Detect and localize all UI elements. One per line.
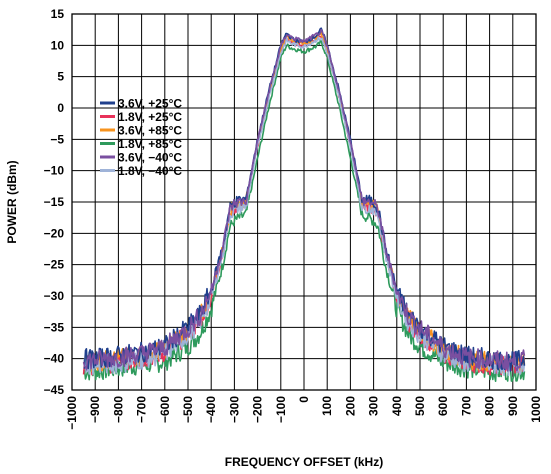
y-tick-label: −40 bbox=[44, 352, 65, 366]
legend: 3.6V, +25°C1.8V, +25°C3.6V, +85°C1.8V, +… bbox=[100, 97, 182, 179]
x-tick-label: −700 bbox=[135, 396, 149, 423]
x-tick-label: −100 bbox=[274, 396, 288, 423]
y-axis-title: POWER (dBm) bbox=[5, 160, 19, 243]
x-tick-label: −400 bbox=[204, 396, 218, 423]
x-tick-label: −800 bbox=[111, 396, 125, 423]
y-tick-label: −10 bbox=[44, 164, 65, 178]
y-tick-label: −25 bbox=[44, 258, 65, 272]
y-tick-label: 15 bbox=[51, 7, 65, 21]
x-tick-label: 1000 bbox=[529, 396, 543, 423]
legend-label: 3.6V, −40°C bbox=[118, 151, 182, 165]
y-tick-label: −35 bbox=[44, 320, 65, 334]
y-tick-label: 5 bbox=[57, 70, 64, 84]
x-tick-label: 200 bbox=[343, 396, 357, 416]
x-tick-label: 400 bbox=[390, 396, 404, 416]
y-tick-label: −45 bbox=[44, 383, 65, 397]
legend-label: 1.8V, −40°C bbox=[118, 164, 182, 178]
x-tick-label: 700 bbox=[459, 396, 473, 416]
legend-label: 3.6V, +25°C bbox=[118, 97, 182, 111]
x-tick-label: −200 bbox=[251, 396, 265, 423]
x-tick-label: −1000 bbox=[65, 396, 79, 430]
legend-label: 1.8V, +25°C bbox=[118, 110, 182, 124]
x-tick-label: 600 bbox=[436, 396, 450, 416]
legend-label: 3.6V, +85°C bbox=[118, 124, 182, 138]
y-tick-label: 0 bbox=[57, 101, 64, 115]
grid-layer bbox=[72, 14, 536, 390]
y-tick-label: 10 bbox=[51, 38, 65, 52]
x-tick-label: 900 bbox=[506, 396, 520, 416]
x-tick-label: 300 bbox=[367, 396, 381, 416]
y-tick-label: −15 bbox=[44, 195, 65, 209]
y-tick-label: −5 bbox=[50, 132, 64, 146]
x-tick-label: 500 bbox=[413, 396, 427, 416]
x-tick-label: 800 bbox=[483, 396, 497, 416]
y-tick-labels: 15 10 5 0 −5 −10 −15 −20 −25 −30 −35 −40 −45 bbox=[44, 7, 65, 397]
x-tick-labels: −1000 −900 −800 −700 −600 −500 −400 −300 −200 −10… bbox=[65, 396, 543, 430]
x-tick-label: 0 bbox=[297, 396, 311, 403]
x-tick-label: −600 bbox=[158, 396, 172, 423]
x-axis-title: FREQUENCY OFFSET (kHz) bbox=[225, 455, 383, 469]
x-tick-label: 100 bbox=[320, 396, 334, 416]
x-tick-label: −900 bbox=[88, 396, 102, 423]
x-tick-label: −300 bbox=[227, 396, 241, 423]
y-tick-label: −20 bbox=[44, 226, 65, 240]
y-tick-label: −30 bbox=[44, 289, 65, 303]
legend-label: 1.8V, +85°C bbox=[118, 137, 182, 151]
x-tick-label: −500 bbox=[181, 396, 195, 423]
